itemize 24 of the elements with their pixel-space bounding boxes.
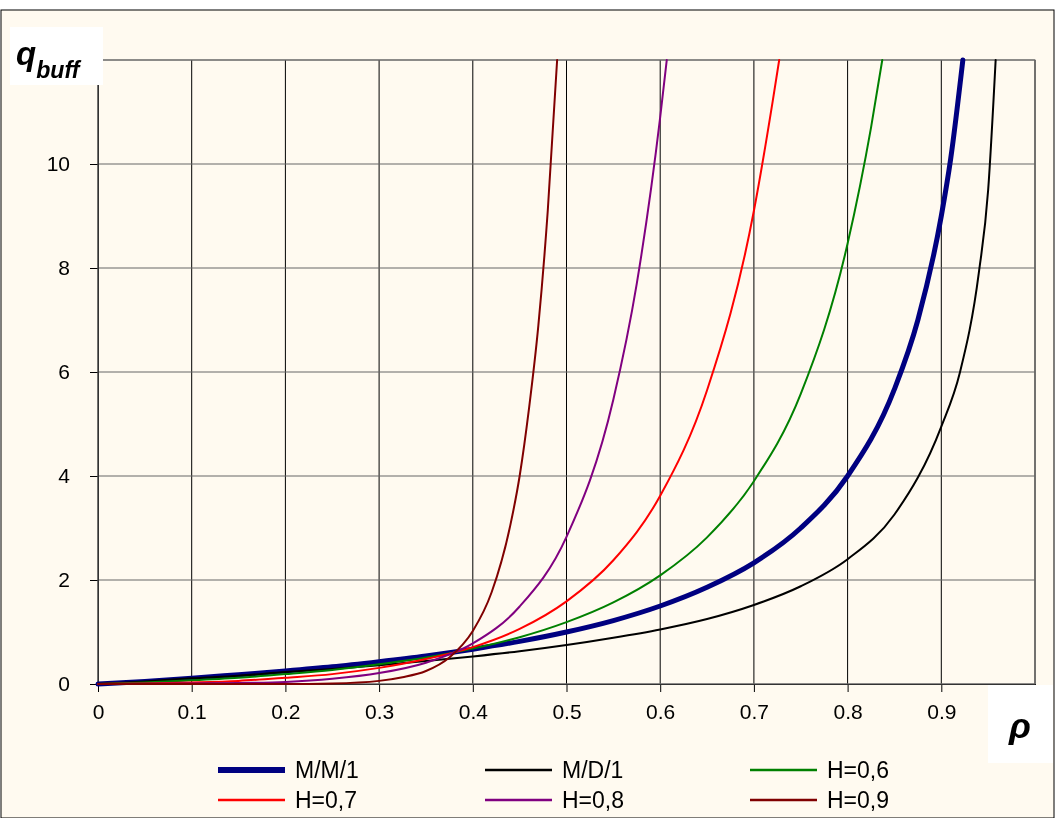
y-tick-label: 8 [58, 256, 70, 280]
x-tick-label: 0.9 [927, 699, 957, 723]
y-tick-label: 2 [58, 568, 70, 592]
legend-label: H=0,7 [295, 787, 358, 813]
legend-label: H=0,9 [827, 787, 890, 813]
x-tick-label: 0.1 [177, 699, 207, 723]
x-tick-label: 0.4 [458, 699, 489, 723]
x-tick-label: 0.5 [552, 699, 582, 723]
y-tick-label: 4 [58, 464, 71, 488]
x-axis-title: ρ [1008, 705, 1031, 746]
legend-label: H=0,8 [562, 787, 625, 813]
y-axis-title: q$_{buff}$ [16, 35, 82, 83]
legend-label: M/D/1 [562, 757, 624, 783]
y-tick-label: 6 [58, 360, 70, 384]
x-tick-label: 0 [92, 699, 105, 723]
x-tick-label: 0.7 [739, 699, 769, 723]
y-tick-label: 10 [46, 152, 70, 176]
y-tick-label: 0 [58, 672, 70, 696]
x-tick-label: 0.8 [833, 699, 863, 723]
x-tick-label: 0.3 [365, 699, 395, 723]
legend-label: H=0,6 [827, 757, 890, 783]
x-tick-label: 0.6 [646, 699, 676, 723]
legend-label: M/M/1 [295, 757, 359, 783]
x-tick-label: 0.2 [271, 699, 301, 723]
